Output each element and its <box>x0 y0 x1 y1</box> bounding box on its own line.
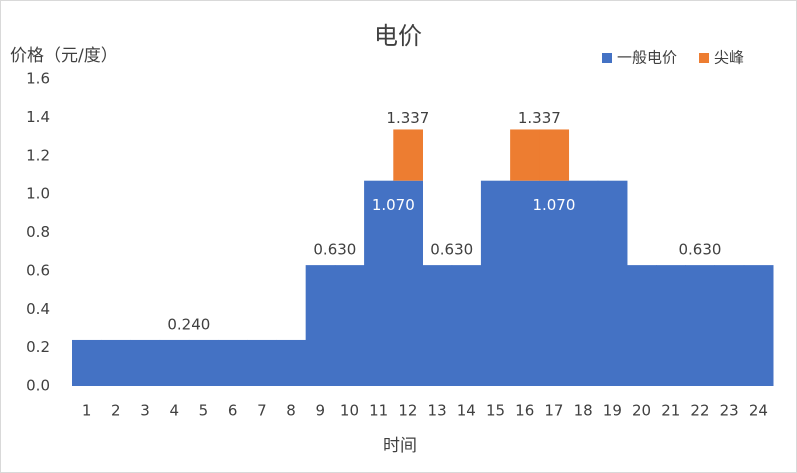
bar-segment <box>305 265 336 386</box>
bar-segment <box>364 180 394 386</box>
data-label: 1.070 <box>532 196 575 214</box>
bar-segment <box>597 180 628 386</box>
x-tick-label: 21 <box>661 402 680 420</box>
x-tick-label: 5 <box>199 402 209 420</box>
x-tick-label: 19 <box>603 402 622 420</box>
bar-segment <box>539 180 570 386</box>
x-tick-label: 8 <box>286 402 296 420</box>
data-label: 0.630 <box>430 241 473 259</box>
legend-label: 一般电价 <box>617 49 677 67</box>
x-tick-label: 7 <box>257 402 267 420</box>
bar-segment <box>480 180 511 386</box>
y-tick-label: 1.4 <box>26 108 50 126</box>
y-tick-label: 1.2 <box>26 146 50 164</box>
x-tick-label: 9 <box>315 402 325 420</box>
y-axis-label: 价格（元/度） <box>10 46 118 66</box>
data-label: 0.630 <box>313 241 356 259</box>
bar-segment <box>743 265 774 386</box>
data-label: 0.630 <box>679 241 722 259</box>
y-tick-label: 0.2 <box>26 338 50 356</box>
y-tick-label: 0.0 <box>26 377 50 395</box>
legend-swatch <box>699 53 710 63</box>
y-tick-label: 0.4 <box>26 300 50 318</box>
x-tick-label: 14 <box>457 402 476 420</box>
bar-segment <box>626 265 657 386</box>
bar-segment <box>656 265 686 386</box>
bar-segment <box>714 265 745 386</box>
y-tick-label: 1.6 <box>26 70 50 88</box>
total-label: 1.337 <box>518 109 561 127</box>
x-tick-label: 10 <box>340 402 359 420</box>
x-tick-label: 12 <box>398 402 417 420</box>
bar-segment <box>685 265 716 386</box>
bar-segment <box>510 180 540 386</box>
y-tick-label: 0.8 <box>26 223 50 241</box>
x-tick-label: 16 <box>515 402 534 420</box>
legend-swatch <box>602 53 612 63</box>
bar-segment <box>510 129 540 181</box>
x-tick-label: 18 <box>574 402 593 420</box>
x-tick-label: 22 <box>690 402 709 420</box>
data-label: 0.240 <box>167 315 210 333</box>
bar-segment <box>188 339 219 386</box>
x-tick-label: 11 <box>369 402 388 420</box>
x-tick-label: 17 <box>544 402 563 420</box>
y-tick-label: 1.0 <box>26 185 50 203</box>
x-tick-label: 23 <box>720 402 739 420</box>
x-tick-label: 20 <box>632 402 651 420</box>
bar-segment <box>422 265 453 386</box>
total-label: 1.337 <box>386 109 429 127</box>
x-axis-label: 时间 <box>383 436 417 456</box>
x-tick-label: 15 <box>486 402 505 420</box>
x-tick-label: 2 <box>111 402 121 420</box>
x-tick-label: 24 <box>749 402 768 420</box>
bar-segment <box>568 180 599 386</box>
bar-segment <box>72 339 102 386</box>
data-label: 1.070 <box>372 196 415 214</box>
x-tick-label: 4 <box>169 402 179 420</box>
bar-segment <box>218 339 248 386</box>
legend-label: 尖峰 <box>714 49 744 67</box>
bar-segment <box>130 339 161 386</box>
x-tick-label: 6 <box>228 402 238 420</box>
bar-segment <box>247 339 277 386</box>
bar-segment <box>451 265 482 386</box>
bar-segment <box>101 339 131 386</box>
chart-title: 电价 <box>374 22 422 50</box>
x-tick-label: 3 <box>140 402 150 420</box>
bar-segment <box>276 339 307 386</box>
bar-segment <box>393 129 423 181</box>
x-tick-label: 1 <box>82 402 92 420</box>
bar-segment <box>539 129 570 181</box>
bar-segment <box>159 339 190 386</box>
y-tick-label: 0.6 <box>26 261 50 279</box>
bar-segment <box>393 180 423 386</box>
bar-segment <box>334 265 365 386</box>
x-tick-label: 13 <box>428 402 447 420</box>
